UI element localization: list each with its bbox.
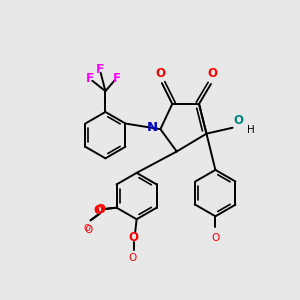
- Text: H: H: [248, 125, 255, 135]
- Text: O: O: [128, 253, 136, 263]
- Text: F: F: [113, 72, 121, 85]
- Text: F: F: [86, 72, 94, 85]
- Text: O: O: [95, 202, 105, 216]
- Text: O: O: [233, 114, 243, 127]
- Text: O: O: [207, 68, 218, 80]
- Text: N: N: [147, 121, 158, 134]
- Text: O: O: [85, 225, 93, 235]
- Text: O: O: [155, 67, 165, 80]
- Text: O: O: [84, 224, 91, 233]
- Text: O: O: [94, 204, 104, 217]
- Text: O: O: [129, 231, 139, 244]
- Text: O: O: [211, 232, 220, 243]
- Text: F: F: [96, 63, 104, 76]
